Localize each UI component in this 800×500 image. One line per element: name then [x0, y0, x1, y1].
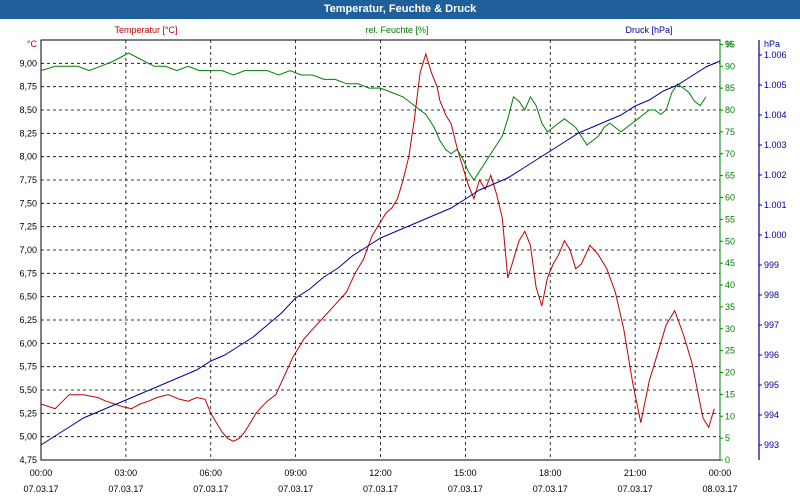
- humidity-tick-label: 25: [725, 346, 735, 356]
- temp-tick-label: 4,75: [19, 455, 37, 465]
- pressure-tick-label: 1.000: [764, 230, 787, 240]
- x-tick-date: 07.03.17: [363, 484, 398, 494]
- temp-tick-label: 7,75: [19, 175, 37, 185]
- humidity-tick-label: 15: [725, 389, 735, 399]
- pressure-tick-label: 1.005: [764, 80, 787, 90]
- pressure-tick-label: 1.004: [764, 110, 787, 120]
- chart-title: Temperatur, Feuchte & Druck: [0, 0, 800, 19]
- humidity-tick-label: 80: [725, 105, 735, 115]
- humidity-tick-label: 60: [725, 193, 735, 203]
- axis-labels: °C 4,75 5,00 5,25 5,50 5,75 6,00 6,25 6,50 6,75 7,…: [19, 25, 786, 494]
- series-line-press: [40, 60, 721, 446]
- x-tick-time: 03:00: [115, 468, 138, 478]
- temp-tick-label: 8,75: [19, 82, 37, 92]
- temp-tick-label: 5,00: [19, 432, 37, 442]
- pressure-tick-label: 996: [764, 350, 779, 360]
- humidity-tick-label: 5: [725, 433, 730, 443]
- series-line-hum: [40, 52, 707, 181]
- temp-tick-label: 8,25: [19, 128, 37, 138]
- grid: [40, 40, 721, 461]
- x-tick-date: 07.03.17: [618, 484, 653, 494]
- temp-tick-label: 7,00: [19, 245, 37, 255]
- series-lines: [40, 52, 721, 446]
- humidity-tick-label: 20: [725, 368, 735, 378]
- humidity-tick-label: 95: [725, 39, 735, 49]
- humidity-tick-label: 90: [725, 61, 735, 71]
- temp-tick-label: 7,25: [19, 222, 37, 232]
- pressure-tick-label: 1.006: [764, 50, 787, 60]
- x-tick-time: 21:00: [624, 468, 647, 478]
- humidity-tick-label: 35: [725, 302, 735, 312]
- temp-tick-label: 6,25: [19, 315, 37, 325]
- temp-unit-label: °C: [27, 39, 38, 49]
- x-tick-date: 07.03.17: [533, 484, 568, 494]
- temp-tick-label: 8,00: [19, 152, 37, 162]
- humidity-tick-label: 45: [725, 258, 735, 268]
- x-tick-date: 07.03.17: [278, 484, 313, 494]
- x-tick-date: 07.03.17: [448, 484, 483, 494]
- humidity-unit-label: %: [725, 39, 733, 49]
- temp-tick-label: 8,50: [19, 105, 37, 115]
- x-tick-date: 07.03.17: [108, 484, 143, 494]
- temp-tick-label: 7,50: [19, 198, 37, 208]
- humidity-tick-label: 85: [725, 83, 735, 93]
- humidity-tick-label: 70: [725, 149, 735, 159]
- pressure-tick-label: 999: [764, 260, 779, 270]
- legend-temp: Temperatur [°C]: [114, 25, 177, 35]
- pressure-tick-label: 1.002: [764, 170, 787, 180]
- humidity-tick-label: 30: [725, 324, 735, 334]
- pressure-tick-label: 997: [764, 320, 779, 330]
- pressure-tick-label: 998: [764, 290, 779, 300]
- pressure-tick-label: 995: [764, 380, 779, 390]
- humidity-tick-label: 0: [725, 455, 730, 465]
- humidity-tick-label: 40: [725, 280, 735, 290]
- temp-tick-label: 9,00: [19, 58, 37, 68]
- humidity-tick-label: 50: [725, 236, 735, 246]
- x-tick-date: 07.03.17: [23, 484, 58, 494]
- temp-tick-label: 6,00: [19, 338, 37, 348]
- x-tick-time: 06:00: [199, 468, 222, 478]
- x-tick-time: 09:00: [284, 468, 307, 478]
- x-tick-time: 18:00: [539, 468, 562, 478]
- legend-press: Druck [hPa]: [625, 25, 672, 35]
- x-tick-time: 15:00: [454, 468, 477, 478]
- pressure-tick-label: 994: [764, 410, 779, 420]
- temp-tick-label: 6,50: [19, 292, 37, 302]
- temp-tick-label: 5,75: [19, 362, 37, 372]
- series-line-temp: [40, 52, 715, 442]
- x-tick-time: 00:00: [30, 468, 53, 478]
- pressure-unit-label: hPa: [764, 39, 780, 49]
- legend-hum: rel. Feuchte [%]: [365, 25, 428, 35]
- x-tick-time: 00:00: [709, 468, 732, 478]
- x-tick-date: 08.03.17: [702, 484, 737, 494]
- x-tick-date: 07.03.17: [193, 484, 228, 494]
- pressure-tick-label: 1.001: [764, 200, 787, 210]
- humidity-tick-label: 65: [725, 171, 735, 181]
- pressure-tick-label: 993: [764, 440, 779, 450]
- temp-tick-label: 5,50: [19, 385, 37, 395]
- temp-tick-label: 6,75: [19, 268, 37, 278]
- humidity-tick-label: 55: [725, 214, 735, 224]
- x-tick-time: 12:00: [369, 468, 392, 478]
- axes: [40, 39, 762, 461]
- temp-tick-label: 5,25: [19, 408, 37, 418]
- humidity-tick-label: 75: [725, 127, 735, 137]
- humidity-tick-label: 10: [725, 411, 735, 421]
- pressure-tick-label: 1.003: [764, 140, 787, 150]
